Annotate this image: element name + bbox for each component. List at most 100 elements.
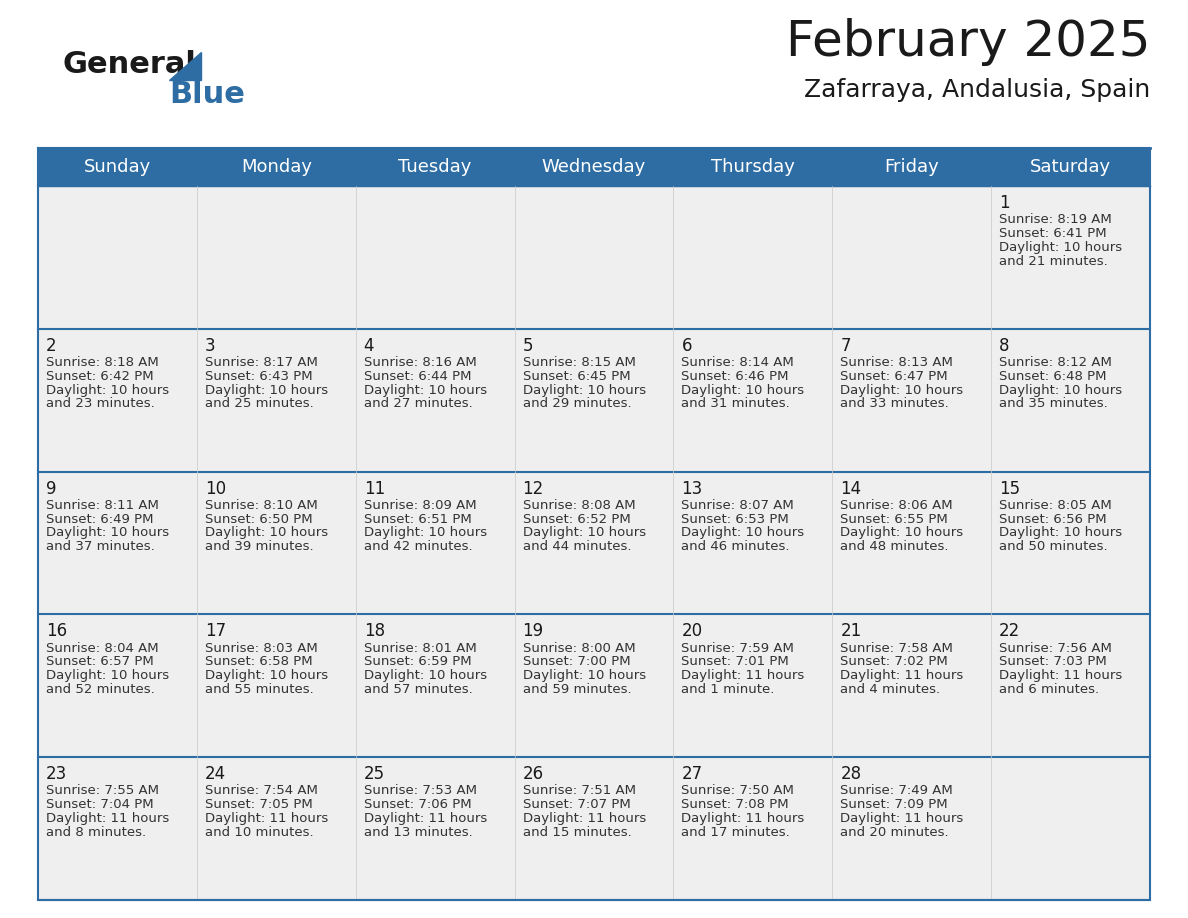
Text: Sunset: 6:47 PM: Sunset: 6:47 PM	[840, 370, 948, 383]
Text: Sunset: 6:48 PM: Sunset: 6:48 PM	[999, 370, 1107, 383]
Text: Sunrise: 7:54 AM: Sunrise: 7:54 AM	[204, 784, 317, 798]
Bar	[355, 148, 514, 186]
Text: and 57 minutes.: and 57 minutes.	[364, 683, 473, 696]
Bar	[197, 614, 355, 757]
Text: and 46 minutes.: and 46 minutes.	[682, 540, 790, 554]
Text: Daylight: 11 hours: Daylight: 11 hours	[46, 812, 169, 825]
Text: Sunrise: 7:58 AM: Sunrise: 7:58 AM	[840, 642, 953, 655]
Text: Daylight: 10 hours: Daylight: 10 hours	[840, 526, 963, 540]
Bar	[355, 186, 514, 329]
Text: 15: 15	[999, 479, 1020, 498]
Text: Blue: Blue	[169, 80, 245, 109]
Text: 4: 4	[364, 337, 374, 354]
Text: and 31 minutes.: and 31 minutes.	[682, 397, 790, 410]
Text: Sunrise: 8:14 AM: Sunrise: 8:14 AM	[682, 356, 795, 369]
Text: Sunset: 6:56 PM: Sunset: 6:56 PM	[999, 512, 1107, 526]
Text: Daylight: 11 hours: Daylight: 11 hours	[204, 812, 328, 825]
Bar	[991, 186, 1150, 329]
Bar	[197, 148, 355, 186]
Text: Daylight: 11 hours: Daylight: 11 hours	[999, 669, 1123, 682]
Text: and 23 minutes.: and 23 minutes.	[46, 397, 154, 410]
Text: Sunday: Sunday	[84, 158, 151, 176]
Text: and 33 minutes.: and 33 minutes.	[840, 397, 949, 410]
Bar	[674, 148, 833, 186]
Text: and 13 minutes.: and 13 minutes.	[364, 825, 473, 839]
Text: Sunrise: 8:12 AM: Sunrise: 8:12 AM	[999, 356, 1112, 369]
Text: Daylight: 10 hours: Daylight: 10 hours	[523, 384, 646, 397]
Bar	[197, 757, 355, 900]
Bar	[674, 329, 833, 472]
Text: Sunrise: 8:05 AM: Sunrise: 8:05 AM	[999, 498, 1112, 512]
Text: and 1 minute.: and 1 minute.	[682, 683, 775, 696]
Text: Daylight: 10 hours: Daylight: 10 hours	[999, 384, 1123, 397]
Text: 7: 7	[840, 337, 851, 354]
Text: Sunset: 6:53 PM: Sunset: 6:53 PM	[682, 512, 789, 526]
Bar	[991, 329, 1150, 472]
Text: 28: 28	[840, 766, 861, 783]
Text: Daylight: 10 hours: Daylight: 10 hours	[46, 669, 169, 682]
Text: and 8 minutes.: and 8 minutes.	[46, 825, 146, 839]
Text: Sunrise: 8:09 AM: Sunrise: 8:09 AM	[364, 498, 476, 512]
Text: Daylight: 10 hours: Daylight: 10 hours	[682, 384, 804, 397]
Text: 12: 12	[523, 479, 544, 498]
Bar	[197, 329, 355, 472]
Bar	[833, 614, 991, 757]
Text: Sunrise: 8:18 AM: Sunrise: 8:18 AM	[46, 356, 159, 369]
Text: Sunrise: 8:04 AM: Sunrise: 8:04 AM	[46, 642, 159, 655]
Text: and 6 minutes.: and 6 minutes.	[999, 683, 1099, 696]
Bar	[991, 757, 1150, 900]
Text: Sunrise: 7:56 AM: Sunrise: 7:56 AM	[999, 642, 1112, 655]
Text: Daylight: 10 hours: Daylight: 10 hours	[364, 526, 487, 540]
Text: 13: 13	[682, 479, 702, 498]
Text: and 52 minutes.: and 52 minutes.	[46, 683, 154, 696]
Text: Daylight: 10 hours: Daylight: 10 hours	[523, 669, 646, 682]
Text: Zafarraya, Andalusia, Spain: Zafarraya, Andalusia, Spain	[804, 78, 1150, 102]
Text: Sunrise: 8:17 AM: Sunrise: 8:17 AM	[204, 356, 317, 369]
Bar	[833, 186, 991, 329]
Text: Daylight: 10 hours: Daylight: 10 hours	[204, 526, 328, 540]
Bar	[514, 186, 674, 329]
Bar	[991, 148, 1150, 186]
Text: Daylight: 11 hours: Daylight: 11 hours	[523, 812, 646, 825]
Bar	[991, 614, 1150, 757]
Text: and 25 minutes.: and 25 minutes.	[204, 397, 314, 410]
Bar	[355, 329, 514, 472]
Text: Daylight: 10 hours: Daylight: 10 hours	[46, 526, 169, 540]
Text: 8: 8	[999, 337, 1010, 354]
Text: Daylight: 11 hours: Daylight: 11 hours	[364, 812, 487, 825]
Text: Sunset: 7:04 PM: Sunset: 7:04 PM	[46, 798, 153, 812]
Text: Sunrise: 7:55 AM: Sunrise: 7:55 AM	[46, 784, 159, 798]
Text: Sunrise: 8:11 AM: Sunrise: 8:11 AM	[46, 498, 159, 512]
Bar	[991, 472, 1150, 614]
Text: Sunset: 6:41 PM: Sunset: 6:41 PM	[999, 227, 1107, 240]
Bar	[833, 329, 991, 472]
Text: and 50 minutes.: and 50 minutes.	[999, 540, 1107, 554]
Text: 16: 16	[46, 622, 68, 641]
Text: Sunset: 7:06 PM: Sunset: 7:06 PM	[364, 798, 472, 812]
Text: Daylight: 11 hours: Daylight: 11 hours	[840, 812, 963, 825]
Text: Daylight: 10 hours: Daylight: 10 hours	[523, 526, 646, 540]
Polygon shape	[169, 52, 201, 80]
Text: Sunset: 7:08 PM: Sunset: 7:08 PM	[682, 798, 789, 812]
Text: 25: 25	[364, 766, 385, 783]
Bar	[38, 614, 197, 757]
Bar	[514, 148, 674, 186]
Text: Sunrise: 7:59 AM: Sunrise: 7:59 AM	[682, 642, 795, 655]
Text: and 39 minutes.: and 39 minutes.	[204, 540, 314, 554]
Text: Sunset: 6:46 PM: Sunset: 6:46 PM	[682, 370, 789, 383]
Bar	[514, 614, 674, 757]
Text: Sunrise: 8:10 AM: Sunrise: 8:10 AM	[204, 498, 317, 512]
Text: 9: 9	[46, 479, 57, 498]
Text: Sunset: 6:55 PM: Sunset: 6:55 PM	[840, 512, 948, 526]
Text: and 27 minutes.: and 27 minutes.	[364, 397, 473, 410]
Text: 6: 6	[682, 337, 691, 354]
Text: Saturday: Saturday	[1030, 158, 1111, 176]
Bar	[355, 614, 514, 757]
Text: and 35 minutes.: and 35 minutes.	[999, 397, 1108, 410]
Text: and 42 minutes.: and 42 minutes.	[364, 540, 473, 554]
Text: Sunset: 7:07 PM: Sunset: 7:07 PM	[523, 798, 631, 812]
Bar	[197, 186, 355, 329]
Text: Tuesday: Tuesday	[398, 158, 472, 176]
Text: and 44 minutes.: and 44 minutes.	[523, 540, 631, 554]
Bar	[38, 472, 197, 614]
